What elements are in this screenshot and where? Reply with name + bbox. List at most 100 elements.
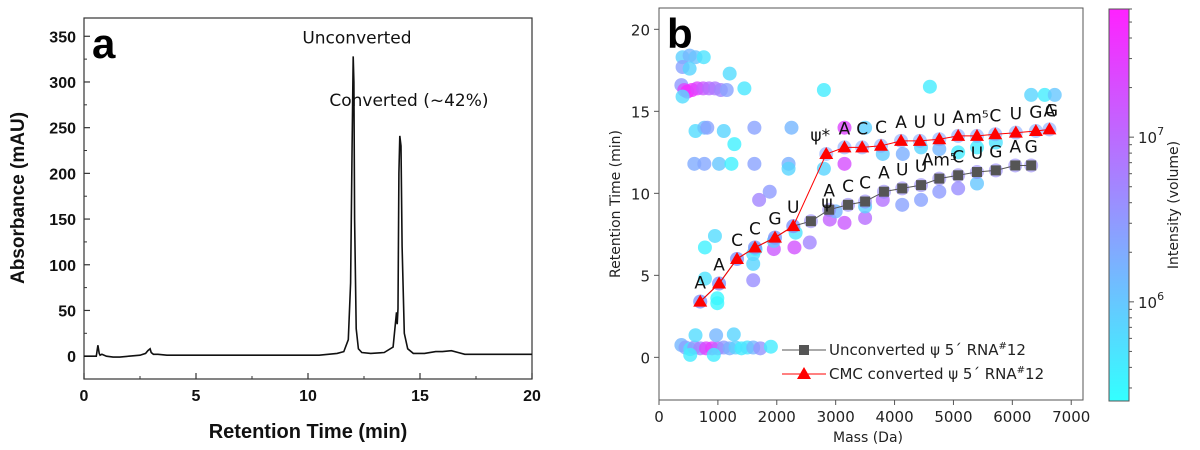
feature-point [710,296,725,311]
feature-point [682,61,697,76]
converted-triangle-marker [874,138,889,151]
chart-b-xtick-label: 3000 [817,408,855,426]
feature-point [753,341,768,356]
unconverted-square-marker [878,186,889,197]
converted-sequence-label: C [875,118,887,138]
unconverted-sequence-label: A [878,164,890,184]
feature-point [951,145,966,160]
chart-a-ytick-label: 350 [49,29,76,46]
feature-point [697,156,712,171]
feature-point [837,120,852,135]
converted-triangle-marker [1008,125,1023,138]
converted-triangle-marker [1028,124,1043,137]
chart-b-xtick-label: 2000 [758,408,796,426]
legend-entry-label: Unconverted ψ 5´ RNA#12 [829,341,1026,359]
chart-b-series-markers [693,122,1057,307]
colorbar-tick-exponent: 7 [1157,125,1164,138]
unconverted-square-marker [953,170,964,181]
unconverted-square-marker [1026,160,1037,171]
chart-a-ytick-label: 0 [67,349,76,366]
feature-point [762,184,777,199]
feature-point [727,137,742,152]
legend-square-marker [799,345,809,355]
feature-point [895,197,910,212]
feature-point [724,156,739,171]
colorbar-tick-exponent: 6 [1157,290,1164,303]
chart-a-plot-frame [83,17,533,380]
feature-point [697,240,712,255]
converted-triangle-marker [786,219,801,232]
colorbar-label: Intensity (volume) [1166,141,1182,269]
converted-sequence-label: A [895,113,907,133]
feature-point [914,192,929,207]
legend-entry-label: CMC converted ψ 5´ RNA#12 [829,365,1044,383]
converted-triangle-marker [970,128,984,141]
chart-b-xtick-label: 6000 [993,408,1031,426]
feature-point [1024,87,1039,102]
converted-triangle-marker [894,133,909,146]
unconverted-sequence-label: U [971,144,983,164]
converted-sequence-label: A [694,274,706,294]
colorbar-tick-label: 106 [1138,290,1164,312]
feature-point [737,81,752,96]
converted-sequence-label: C [989,106,1001,126]
feature-point [697,271,712,286]
chart-b-ytick-label: 10 [631,185,650,203]
converted-sequence-label: C [749,219,761,239]
chart-a-ytick-label: 100 [49,258,76,275]
converted-triangle-marker [951,128,966,141]
feature-point [787,240,802,255]
colorbar-tick-label: 107 [1138,125,1164,147]
feature-point [752,192,767,207]
legend-triangle-marker [797,367,811,379]
converted-sequence-label: G [1029,103,1042,123]
chart-b-ylabel: Retention Time (min) [608,130,624,278]
feature-point [687,156,702,171]
feature-point [747,120,762,135]
chart-a-xtick-label: 5 [192,388,201,405]
unconverted-sequence-label: A [823,182,835,202]
chart-b-ytick-label: 0 [640,349,650,367]
feature-point [746,256,761,271]
feature-point [816,161,831,176]
unconverted-sequence-label: U [915,157,927,177]
converted-triangle-marker [932,132,947,145]
feature-point [895,146,910,161]
feature-point [726,327,741,342]
feature-point [709,328,724,343]
chart-b-ticks: 0 1000 2000 3000 4000 5000 6000 7000 0 5 10 15 20 [631,21,1090,426]
chart-b-legend: Unconverted ψ 5´ RNA#12 CMC converted ψ 5… [782,341,1044,383]
converted-sequence-label: G [1045,101,1058,121]
feature-point [781,161,796,176]
converted-triangle-marker [855,140,870,153]
chart-a-ytick-label: 50 [58,303,76,320]
unconverted-square-marker [972,167,982,178]
converted-sequence-label: C [856,119,868,139]
feature-point [712,156,727,171]
feature-point [970,176,984,191]
unconverted-sequence-label: G [989,142,1002,162]
chart-a-chromatogram-line [84,56,532,358]
unconverted-square-marker [1010,160,1021,171]
unconverted-sequence-label: C [952,147,964,167]
feature-point [722,66,737,81]
chart-b-ytick-label: 5 [640,267,650,285]
legend-suffix: 12 [1025,365,1044,383]
converted-triangle-marker [837,140,852,153]
chart-a-xtick-label: 15 [411,388,429,405]
chart-b-ytick-label: 15 [631,103,650,121]
chart-b-xtick-label: 0 [654,408,664,426]
feature-point [784,120,799,135]
converted-triangle-marker [693,294,708,307]
feature-point [747,156,762,171]
unconverted-sequence-label: G [1025,137,1038,157]
feature-point [858,210,873,225]
chart-a-xlabel: Retention Time (min) [209,421,408,443]
converted-sequence-label: A [839,119,851,139]
converted-sequence-label: A [952,108,964,128]
converted-triangle-marker [988,127,1003,140]
chart-a-ytick-label: 250 [49,121,76,138]
